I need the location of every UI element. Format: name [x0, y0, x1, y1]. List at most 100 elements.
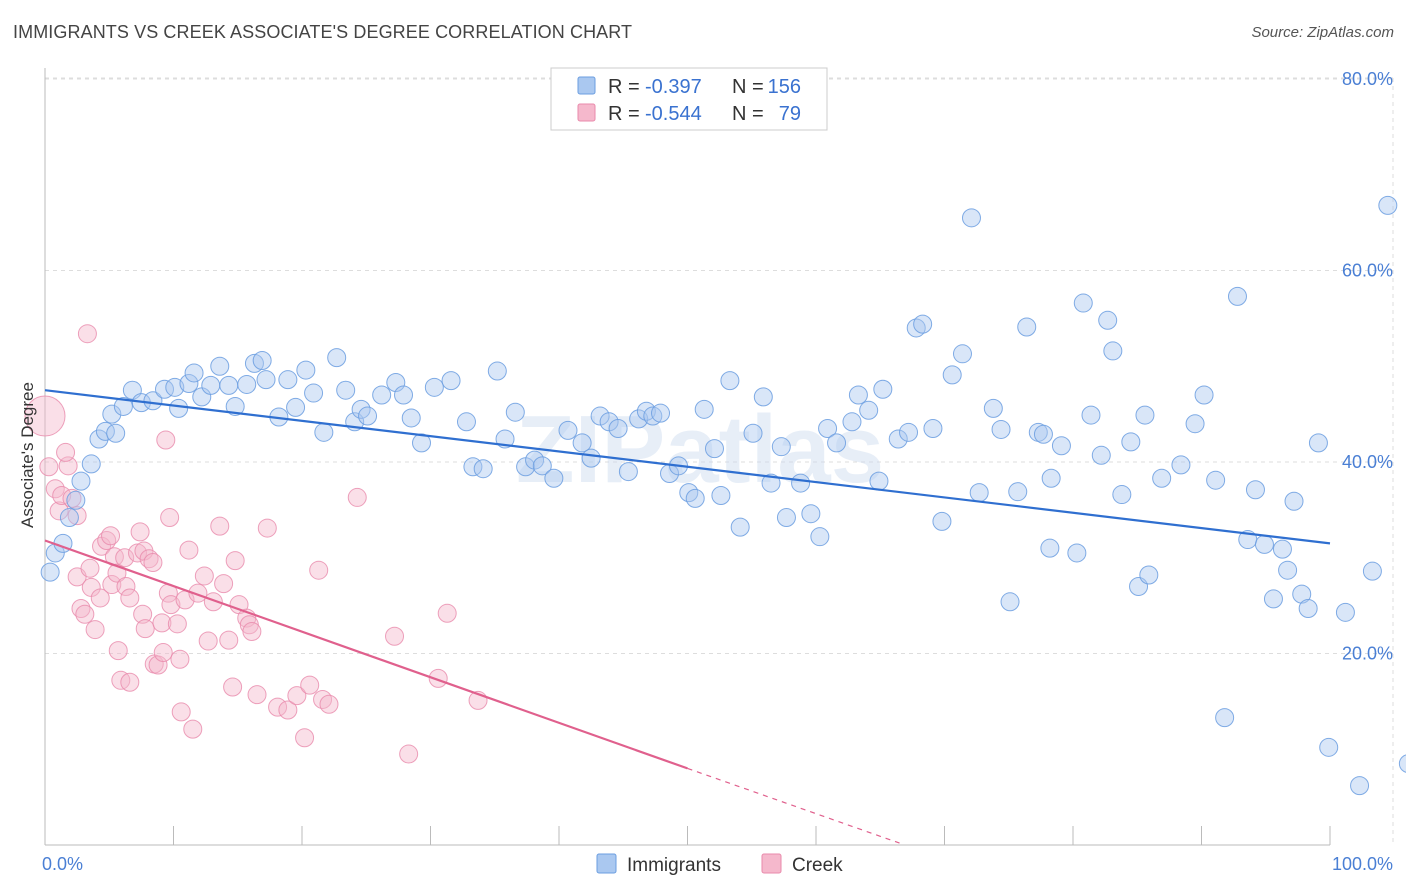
- immigrants-point: [1152, 468, 1172, 488]
- series-legend: Immigrants Creek: [596, 853, 843, 876]
- immigrants-point: [210, 356, 230, 376]
- creek-point: [183, 719, 203, 739]
- immigrants-point: [1292, 584, 1312, 604]
- immigrants-point: [1017, 317, 1037, 337]
- immigrants-point: [1171, 455, 1191, 475]
- immigrants-point: [618, 462, 638, 482]
- creek-point: [219, 630, 239, 650]
- immigrants-r-label: R =: [608, 76, 640, 98]
- creek-trend-extension: [687, 767, 900, 844]
- immigrants-point: [278, 370, 298, 390]
- immigrants-point: [969, 483, 989, 503]
- immigrants-point: [776, 508, 796, 528]
- immigrants-point: [1350, 776, 1370, 796]
- creek-point: [116, 576, 136, 596]
- y-tick-label: 60.0%: [1342, 261, 1393, 281]
- immigrants-point: [102, 404, 122, 424]
- creek-point: [437, 603, 457, 623]
- immigrants-point: [505, 402, 525, 422]
- creek-point: [135, 619, 155, 639]
- creek-point: [210, 516, 230, 536]
- creek-point: [71, 598, 91, 618]
- immigrants-point: [1215, 708, 1235, 728]
- y-tick-label: 20.0%: [1342, 644, 1393, 664]
- creek-point: [223, 677, 243, 697]
- immigrants-trend-line: [44, 389, 1331, 545]
- immigrants-point: [1362, 561, 1382, 581]
- creek-point: [108, 641, 128, 661]
- immigrants-point: [743, 423, 763, 443]
- immigrants-point: [842, 412, 862, 432]
- immigrants-point: [704, 439, 724, 459]
- immigrants-point: [1335, 602, 1355, 622]
- creek-point: [139, 549, 159, 569]
- immigrants-point: [59, 508, 79, 528]
- creek-point: [428, 668, 448, 688]
- immigrants-point: [1135, 405, 1155, 425]
- immigrants-point: [237, 374, 257, 394]
- watermark: ZIPatlas: [516, 396, 884, 503]
- creek-point: [198, 631, 218, 651]
- creek-point: [39, 457, 59, 477]
- creek-point: [242, 621, 262, 641]
- creek-point: [295, 728, 315, 748]
- creek-point: [128, 543, 148, 563]
- creek-point: [90, 588, 110, 608]
- immigrants-point: [544, 468, 564, 488]
- immigrants-point: [372, 385, 392, 405]
- creek-point: [194, 566, 214, 586]
- immigrants-point: [1278, 560, 1298, 580]
- immigrants-point: [40, 562, 60, 582]
- creek-point: [385, 626, 405, 646]
- immigrants-point: [1091, 445, 1111, 465]
- immigrants-point: [1098, 310, 1118, 330]
- creek-point: [347, 487, 367, 507]
- immigrants-point: [1185, 414, 1205, 434]
- immigrants-point: [1041, 468, 1061, 488]
- immigrants-point: [441, 371, 461, 391]
- immigrants-point: [720, 371, 740, 391]
- immigrants-point: [685, 488, 705, 508]
- creek-r-value: -0.544: [645, 103, 702, 125]
- creek-point: [247, 685, 267, 705]
- axes: [44, 68, 1331, 846]
- immigrants-point: [572, 433, 592, 453]
- creek-r-label: R =: [608, 103, 640, 125]
- immigrants-point: [961, 208, 981, 228]
- immigrants-point: [327, 348, 347, 368]
- creek-bottom-swatch: [761, 853, 782, 874]
- immigrants-point: [590, 406, 610, 426]
- immigrants-point: [1206, 470, 1226, 490]
- creek-point: [171, 702, 191, 722]
- immigrants-point: [932, 511, 952, 531]
- creek-trend-line: [44, 539, 688, 770]
- creek-point: [143, 553, 163, 573]
- immigrants-point: [1308, 433, 1328, 453]
- creek-point: [153, 643, 173, 663]
- immigrants-legend-swatch: [577, 76, 596, 95]
- creek-point: [101, 526, 121, 546]
- immigrants-point: [244, 353, 264, 373]
- creek-point: [120, 672, 140, 692]
- immigrants-point: [532, 456, 552, 476]
- immigrants-point: [336, 380, 356, 400]
- creek-point: [278, 700, 298, 720]
- y-tick-label: 40.0%: [1342, 452, 1393, 472]
- immigrants-point: [286, 397, 306, 417]
- creek-point: [257, 518, 277, 538]
- trend-lines: [44, 389, 1331, 844]
- immigrants-point: [1103, 341, 1123, 361]
- creek-point: [148, 655, 168, 675]
- creek-point: [77, 324, 97, 344]
- x-tick-label: 0.0%: [42, 854, 83, 874]
- immigrants-point: [694, 399, 714, 419]
- creek-point: [179, 540, 199, 560]
- immigrants-point: [1245, 480, 1265, 500]
- creek-point: [120, 588, 140, 608]
- immigrants-point: [1284, 491, 1304, 511]
- immigrants-point: [827, 433, 847, 453]
- immigrants-point: [314, 422, 334, 442]
- immigrants-n-value: 156: [768, 76, 801, 98]
- immigrants-point: [1051, 436, 1071, 456]
